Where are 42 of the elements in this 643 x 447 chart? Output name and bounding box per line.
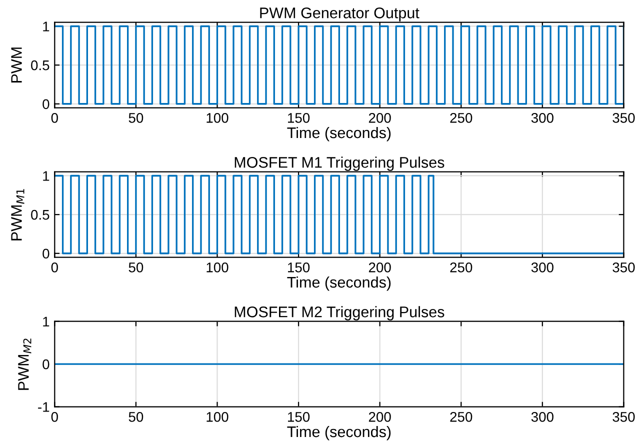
x-tick-label: 300 xyxy=(531,113,554,123)
x-tick-label: 250 xyxy=(450,113,472,123)
y-tick-label: 0 xyxy=(42,99,50,110)
x-tick-label: 100 xyxy=(206,262,228,272)
x-tick-label: 350 xyxy=(612,262,635,272)
x-tick-label: 200 xyxy=(368,262,391,272)
x-tick-label: 300 xyxy=(531,412,554,422)
x-tick-label: 0 xyxy=(51,113,58,123)
y-tick-label: -1 xyxy=(38,402,50,412)
x-tick-label: 50 xyxy=(128,412,144,422)
y-axis-title: PWM$_{M1}$ xyxy=(11,189,24,240)
x-tick-label: 350 xyxy=(612,412,635,422)
y-axis-title: PWM$_{M2}$ xyxy=(18,338,32,390)
x-tick-label: 200 xyxy=(368,412,391,422)
y-tick-label: 0 xyxy=(42,248,50,259)
x-tick-label: 100 xyxy=(206,412,228,422)
x-tick-label: 0 xyxy=(51,262,58,272)
x-tick-label: 250 xyxy=(450,412,472,422)
x-tick-label: 50 xyxy=(128,262,144,272)
x-tick-label: 250 xyxy=(450,262,472,272)
x-tick-label: 150 xyxy=(288,113,310,123)
x-tick-label: 50 xyxy=(128,113,144,123)
y-axis-title: PWM xyxy=(11,48,22,82)
x-tick-label: 200 xyxy=(368,113,391,123)
y-tick-label: 1 xyxy=(43,316,50,326)
x-tick-label: 150 xyxy=(288,262,310,272)
y-tick-label: 0.5 xyxy=(31,60,50,70)
x-tick-label: 150 xyxy=(288,412,310,422)
x-tick-label: 350 xyxy=(612,113,635,123)
chart-title: MOSFET M2 Triggering Pulses xyxy=(234,306,444,320)
chart-title: MOSFET M1 Triggering Pulses xyxy=(234,156,444,171)
y-tick-label: 1 xyxy=(43,171,50,181)
x-axis-title: Time (seconds) xyxy=(287,276,391,291)
chart-title: PWM Generator Output xyxy=(260,8,420,22)
x-tick-label: 100 xyxy=(206,113,228,123)
x-axis-title: Time (seconds) xyxy=(287,126,391,142)
y-tick-label: 0 xyxy=(42,359,50,370)
y-tick-label: 1 xyxy=(43,22,50,32)
x-tick-label: 300 xyxy=(531,262,554,272)
x-axis-title: Time (seconds) xyxy=(287,426,391,440)
x-tick-label: 0 xyxy=(51,412,58,422)
y-tick-label: 0.5 xyxy=(31,210,50,220)
